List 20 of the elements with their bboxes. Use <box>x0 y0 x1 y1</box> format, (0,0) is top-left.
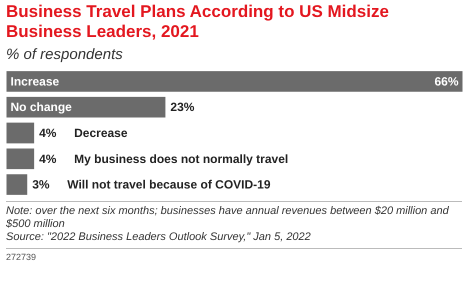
y-tick-label: No change <box>10 100 72 114</box>
data-label: 23% <box>170 100 195 114</box>
text: Note: over the next six months; businesses have annual revenues between $20 million and $500 million <box>6 204 449 230</box>
y-tick-label: Decrease <box>74 126 128 140</box>
bar <box>6 174 28 194</box>
bar <box>6 148 34 169</box>
data-label: 4% <box>39 126 57 140</box>
data-label: 66% <box>434 74 459 88</box>
source-note: Source: "2022 Business Leaders Outlook Survey," Jan 5, 2022 <box>6 230 311 243</box>
y-tick-label: My business does not normally travel <box>74 151 288 166</box>
bar <box>6 122 34 143</box>
text: 272739 <box>6 248 462 264</box>
y-tick-label: Will not travel because of COVID-19 <box>67 177 271 192</box>
bar <box>6 96 166 118</box>
data-label: 4% <box>39 151 57 166</box>
chart-subtitle: % of respondents <box>6 45 123 66</box>
data-label: 3% <box>32 177 50 192</box>
chart-title: Business Travel Plans According to US Midsize Business Leaders, 2021 <box>6 2 390 42</box>
bar <box>6 70 462 92</box>
y-tick-label: Increase <box>10 74 60 88</box>
